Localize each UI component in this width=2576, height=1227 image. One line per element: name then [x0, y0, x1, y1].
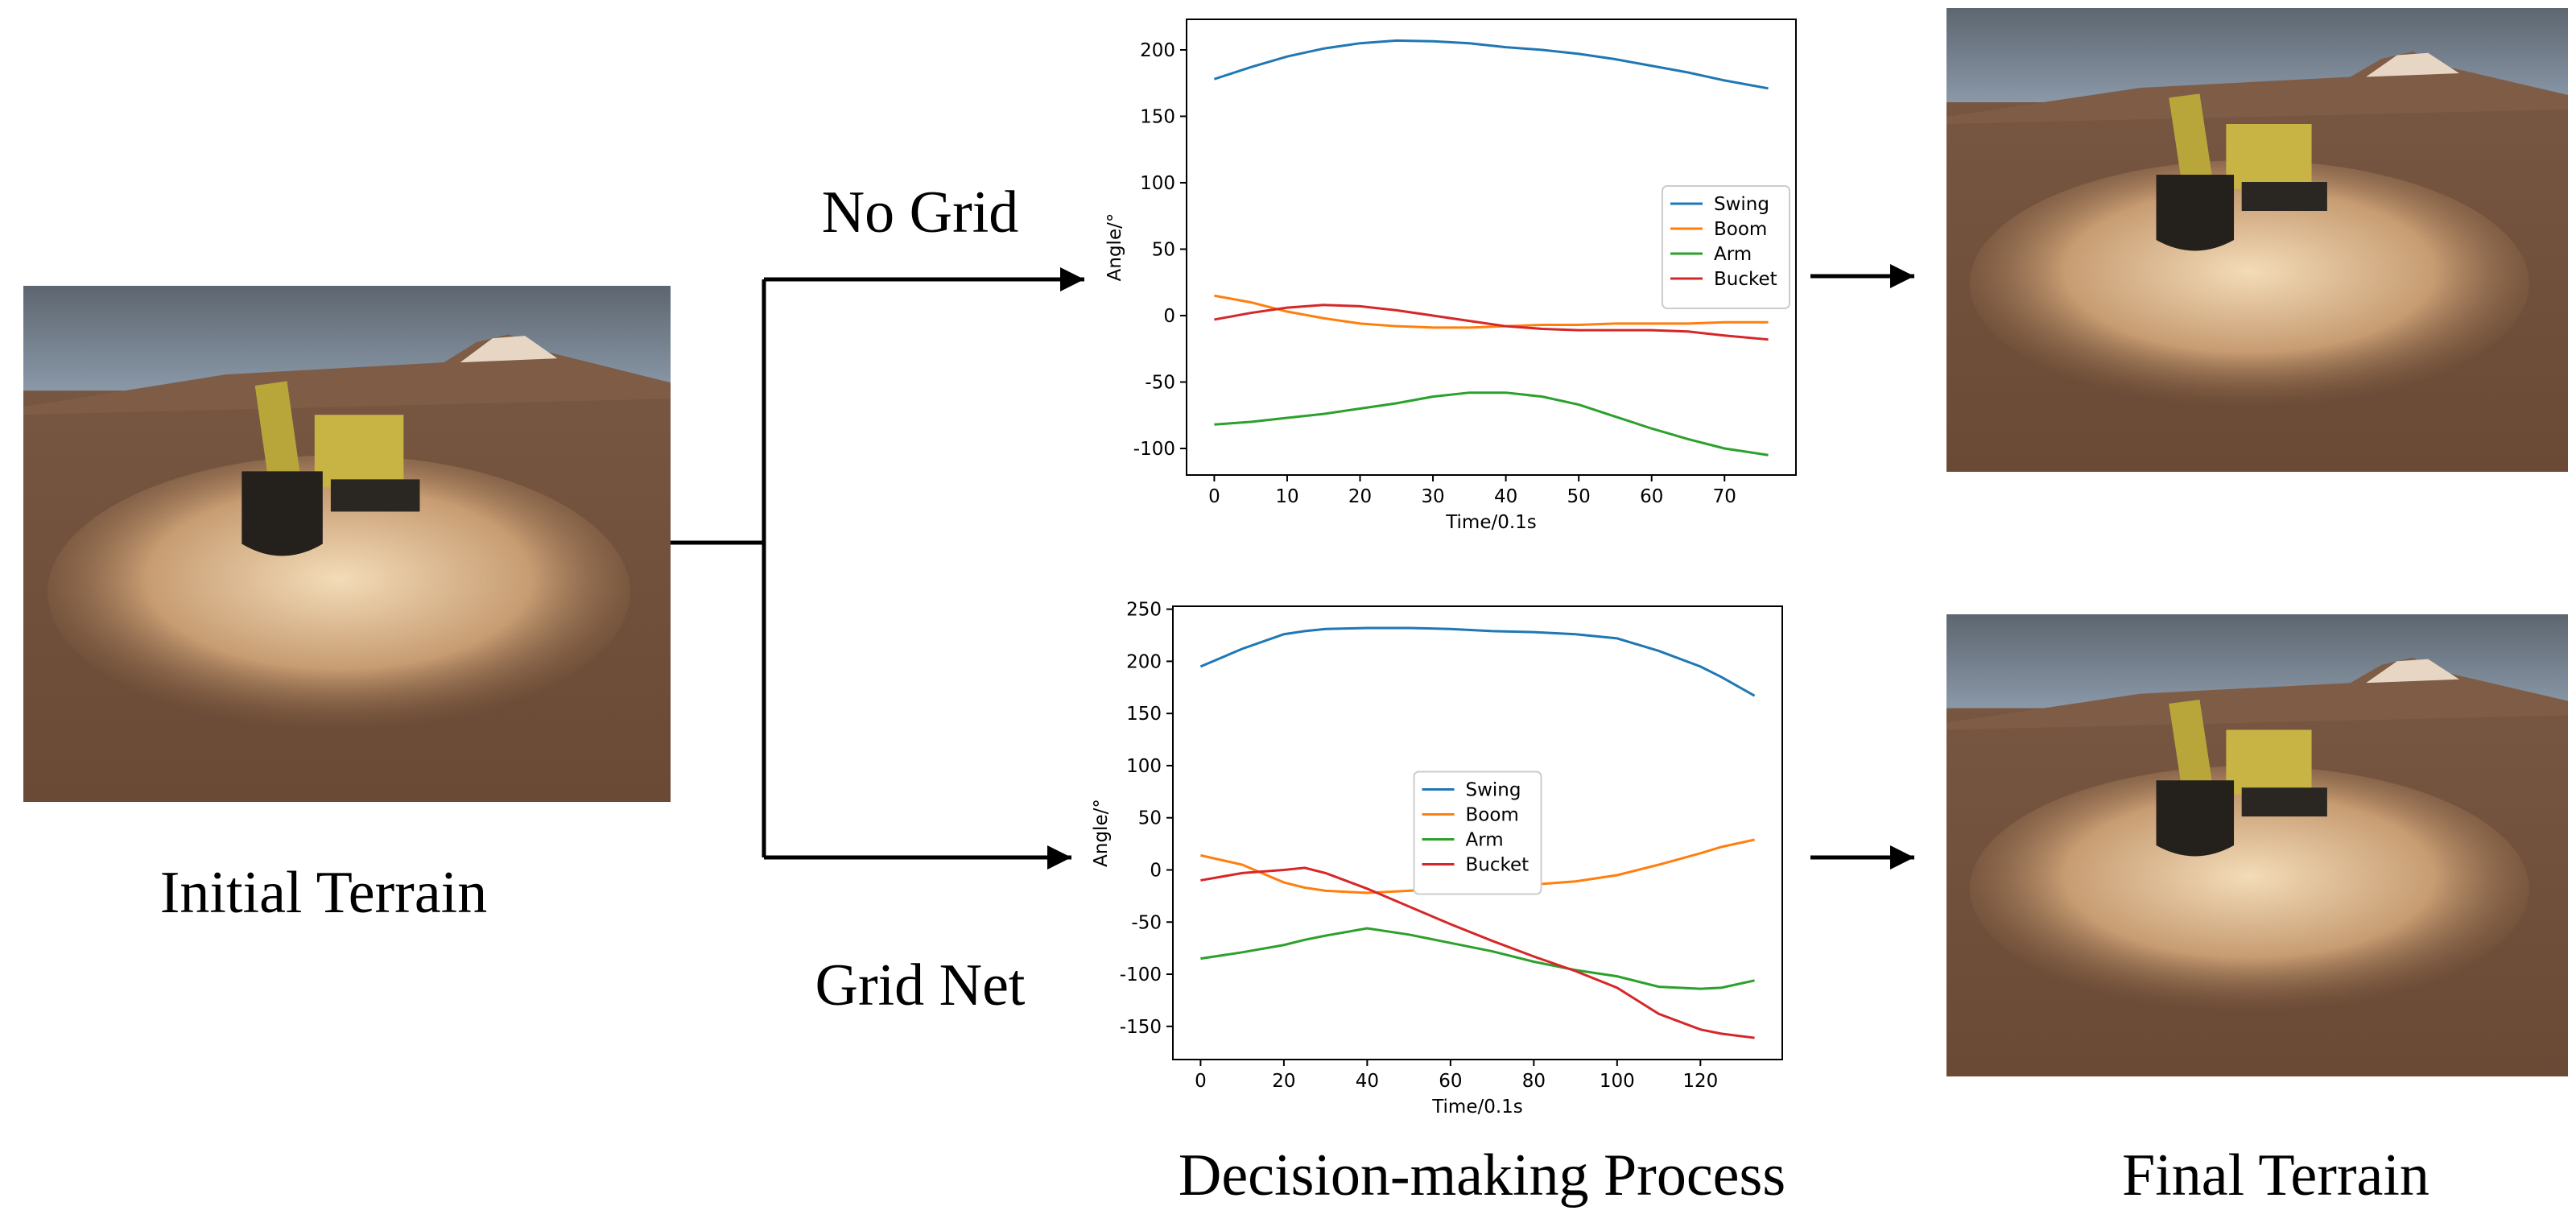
x-tick-label: 60: [1640, 486, 1663, 507]
legend-label: Bucket: [1714, 269, 1777, 290]
y-tick-label: 200: [1126, 651, 1162, 672]
y-tick-label: 200: [1140, 40, 1175, 61]
y-tick-label: 100: [1126, 756, 1162, 777]
connector: [671, 264, 1914, 870]
y-tick-label: 150: [1140, 106, 1175, 127]
legend-label: Swing: [1466, 780, 1521, 801]
y-tick-label: 100: [1140, 173, 1175, 194]
y-tick-label: 0: [1163, 306, 1175, 327]
x-tick-label: 30: [1421, 486, 1444, 507]
series-line: [1199, 626, 1756, 697]
x-tick-label: 50: [1567, 486, 1591, 507]
series-line: [1214, 391, 1769, 457]
caption: No Grid: [822, 180, 1019, 246]
legend-label: Arm: [1466, 830, 1504, 851]
x-tick-label: 40: [1494, 486, 1517, 507]
legend-label: Arm: [1714, 244, 1752, 265]
final-terrain-image: [1946, 614, 2568, 1076]
y-tick-label: 50: [1152, 239, 1175, 260]
y-tick-label: 150: [1126, 704, 1162, 725]
x-tick-label: 60: [1439, 1071, 1462, 1092]
series-line: [1214, 294, 1769, 329]
y-axis-label: Angle/°: [1091, 799, 1112, 867]
axes-frame: [1172, 605, 1783, 1060]
caption: Grid Net: [815, 952, 1026, 1018]
axes-frame: [1186, 19, 1797, 476]
x-tick-label: 20: [1348, 486, 1372, 507]
series-line: [1200, 927, 1755, 990]
x-axis-label: Time/0.1s: [1431, 1097, 1523, 1118]
x-tick-label: 0: [1195, 1071, 1207, 1092]
series-line: [1213, 39, 1769, 90]
y-tick-label: 50: [1138, 808, 1162, 829]
series-line: [1200, 866, 1755, 1039]
x-axis-label: Time/0.1s: [1445, 512, 1537, 533]
caption: Final Terrain: [2122, 1142, 2429, 1208]
y-tick-label: -50: [1145, 372, 1175, 393]
branch-line: [671, 279, 766, 857]
caption: Decision-making Process: [1179, 1142, 1785, 1208]
caption: Initial Terrain: [160, 860, 487, 926]
x-tick-label: 70: [1713, 486, 1736, 507]
legend-label: Boom: [1466, 805, 1519, 826]
x-tick-label: 120: [1682, 1071, 1718, 1092]
x-tick-label: 100: [1600, 1071, 1635, 1092]
y-tick-label: -150: [1120, 1017, 1162, 1038]
y-tick-label: -100: [1133, 439, 1175, 460]
x-tick-label: 20: [1272, 1071, 1295, 1092]
legend-label: Boom: [1714, 219, 1767, 240]
final-terrain-image: [1946, 8, 2568, 472]
legend-label: Bucket: [1466, 855, 1530, 876]
y-tick-label: 0: [1150, 860, 1162, 881]
y-tick-label: -50: [1131, 912, 1162, 933]
x-tick-label: 10: [1275, 486, 1298, 507]
y-tick-label: 250: [1126, 600, 1162, 621]
x-tick-label: 0: [1208, 486, 1220, 507]
initial-terrain-image: [23, 286, 671, 802]
y-tick-label: -100: [1120, 965, 1162, 985]
y-axis-label: Angle/°: [1104, 213, 1125, 282]
x-tick-label: 80: [1522, 1071, 1546, 1092]
legend-label: Swing: [1714, 194, 1769, 215]
series-line: [1214, 304, 1769, 341]
x-tick-label: 40: [1356, 1071, 1379, 1092]
